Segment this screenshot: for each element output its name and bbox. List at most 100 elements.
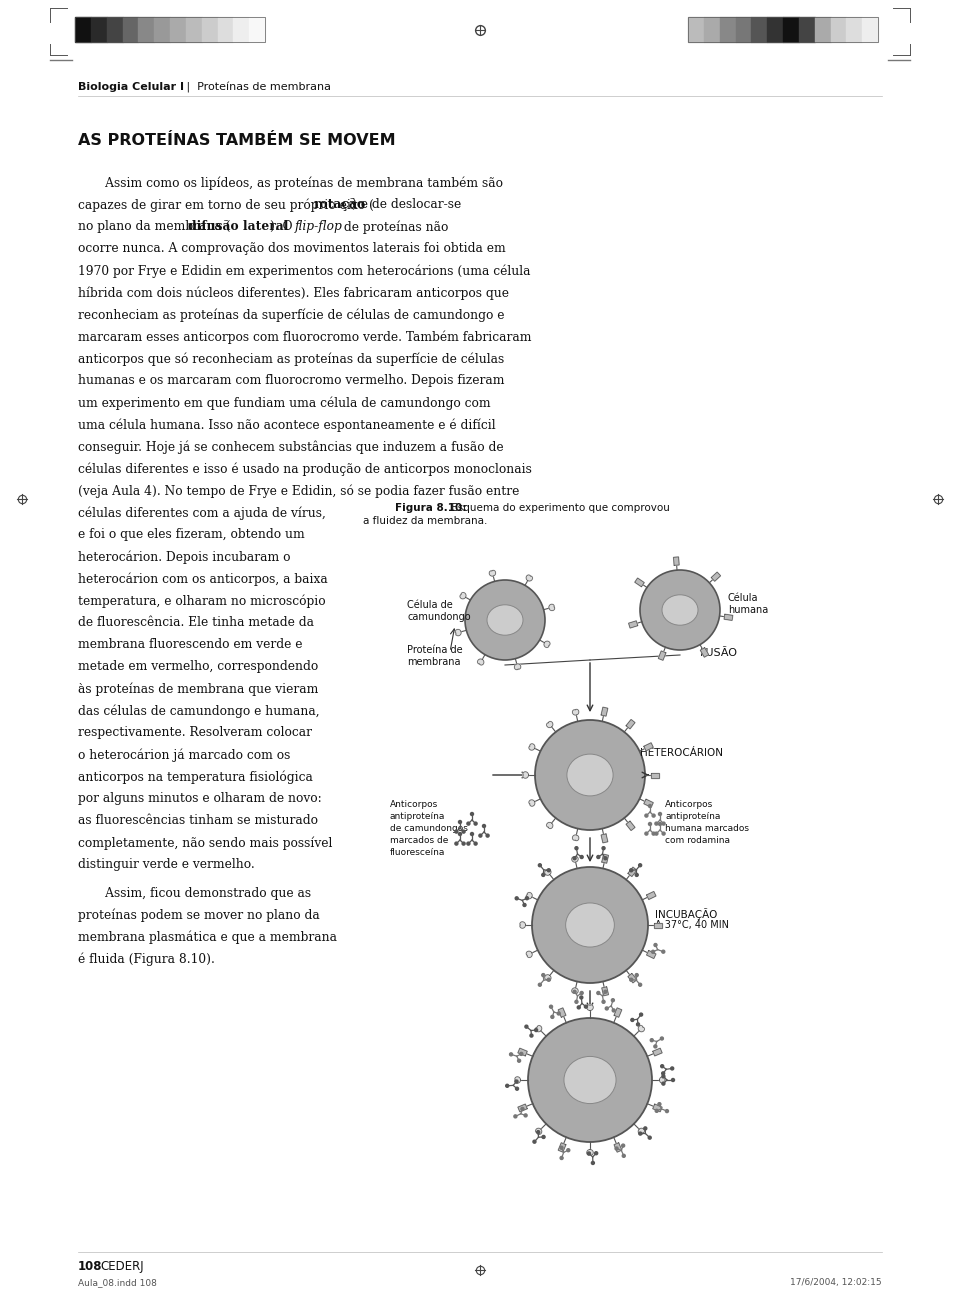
Circle shape xyxy=(459,821,462,824)
Polygon shape xyxy=(659,651,666,660)
Text: e foi o que eles fizeram, obtendo um: e foi o que eles fizeram, obtendo um xyxy=(78,527,304,540)
Text: anticorpos que só reconheciam as proteínas da superfície de células: anticorpos que só reconheciam as proteín… xyxy=(78,352,504,365)
Circle shape xyxy=(658,1103,660,1105)
Bar xyxy=(830,17,847,42)
Text: Assim como os lipídeos, as proteínas de membrana também são: Assim como os lipídeos, as proteínas de … xyxy=(78,175,503,190)
Text: proteínas podem se mover no plano da: proteínas podem se mover no plano da xyxy=(78,908,320,922)
Circle shape xyxy=(533,1141,536,1143)
Bar xyxy=(138,17,155,42)
Polygon shape xyxy=(587,1005,593,1011)
Ellipse shape xyxy=(528,1018,652,1142)
Circle shape xyxy=(514,1115,516,1118)
Circle shape xyxy=(510,1053,513,1056)
Circle shape xyxy=(631,1018,634,1021)
Bar xyxy=(799,17,815,42)
Text: respectivamente. Resolveram colocar: respectivamente. Resolveram colocar xyxy=(78,726,312,739)
Polygon shape xyxy=(638,1026,644,1031)
Circle shape xyxy=(525,1025,528,1028)
Circle shape xyxy=(580,996,583,999)
Circle shape xyxy=(638,983,641,986)
Polygon shape xyxy=(572,856,578,863)
Circle shape xyxy=(455,842,458,846)
Circle shape xyxy=(622,1155,625,1157)
Circle shape xyxy=(615,1147,618,1150)
Text: as fluorescências tinham se misturado: as fluorescências tinham se misturado xyxy=(78,814,318,827)
Circle shape xyxy=(521,1108,524,1111)
Polygon shape xyxy=(546,822,553,829)
Text: é fluida (Figura 8.10).: é fluida (Figura 8.10). xyxy=(78,952,215,966)
Text: das células de camundongo e humana,: das células de camundongo e humana, xyxy=(78,704,320,717)
Bar xyxy=(847,17,862,42)
Circle shape xyxy=(577,1005,580,1009)
Bar xyxy=(688,17,704,42)
Text: HETEROCÁRION: HETEROCÁRION xyxy=(640,748,723,759)
Polygon shape xyxy=(526,951,532,957)
Ellipse shape xyxy=(532,866,648,983)
Ellipse shape xyxy=(465,579,545,660)
Text: o heterocárion já marcado com os: o heterocárion já marcado com os xyxy=(78,748,290,761)
Text: ) e de deslocar-se: ) e de deslocar-se xyxy=(351,197,461,210)
Polygon shape xyxy=(647,891,656,899)
Bar xyxy=(233,17,250,42)
Bar xyxy=(688,17,878,42)
Bar xyxy=(170,17,186,42)
Bar xyxy=(735,17,752,42)
Circle shape xyxy=(638,1131,642,1135)
Polygon shape xyxy=(526,575,533,581)
Circle shape xyxy=(654,943,657,947)
Text: capazes de girar em torno de seu próprio eixo (: capazes de girar em torno de seu próprio… xyxy=(78,197,373,212)
Circle shape xyxy=(597,991,600,995)
Circle shape xyxy=(585,1005,588,1008)
Bar xyxy=(815,17,830,42)
Circle shape xyxy=(580,991,583,995)
Circle shape xyxy=(622,1144,625,1147)
Circle shape xyxy=(467,842,469,846)
Text: marcados de: marcados de xyxy=(390,837,448,846)
Polygon shape xyxy=(626,720,635,729)
Circle shape xyxy=(580,856,583,859)
Circle shape xyxy=(549,1005,553,1008)
Polygon shape xyxy=(651,773,659,778)
Ellipse shape xyxy=(535,720,645,830)
Circle shape xyxy=(654,1044,657,1048)
Text: Figura 8.10:: Figura 8.10: xyxy=(395,503,467,513)
Circle shape xyxy=(655,833,658,835)
Circle shape xyxy=(479,834,482,837)
Text: de proteínas não: de proteínas não xyxy=(340,220,448,234)
Circle shape xyxy=(537,1130,540,1134)
Circle shape xyxy=(506,1085,509,1087)
Text: células diferentes com a ajuda de vírus,: células diferentes com a ajuda de vírus, xyxy=(78,507,325,520)
Circle shape xyxy=(661,1072,664,1074)
Polygon shape xyxy=(638,1129,644,1134)
Circle shape xyxy=(530,1034,533,1037)
Text: 1970 por Frye e Edidin em experimentos com heterocárions (uma célula: 1970 por Frye e Edidin em experimentos c… xyxy=(78,264,531,278)
Circle shape xyxy=(455,830,458,833)
Text: CEDERJ: CEDERJ xyxy=(100,1260,144,1273)
Polygon shape xyxy=(544,642,550,647)
Text: AS PROTEÍNAS TAMBÉM SE MOVEM: AS PROTEÍNAS TAMBÉM SE MOVEM xyxy=(78,132,396,148)
Text: camundongo: camundongo xyxy=(407,612,470,622)
Circle shape xyxy=(560,1156,564,1160)
Polygon shape xyxy=(587,1150,593,1155)
Text: anticorpos na temperatura fisiológica: anticorpos na temperatura fisiológica xyxy=(78,770,313,783)
Text: antiproteína: antiproteína xyxy=(665,812,720,821)
Circle shape xyxy=(516,896,518,900)
Circle shape xyxy=(630,869,633,872)
Circle shape xyxy=(516,1087,518,1090)
Text: Anticorpos: Anticorpos xyxy=(665,800,713,809)
Text: Assim, ficou demonstrado que as: Assim, ficou demonstrado que as xyxy=(78,887,311,900)
Polygon shape xyxy=(601,707,608,716)
Circle shape xyxy=(541,873,544,877)
Circle shape xyxy=(662,822,665,825)
Polygon shape xyxy=(647,951,656,959)
Text: humana marcados: humana marcados xyxy=(665,824,749,833)
Circle shape xyxy=(652,833,655,835)
Text: Aula_08.indd 108: Aula_08.indd 108 xyxy=(78,1278,156,1287)
Polygon shape xyxy=(477,659,484,665)
Text: |  Proteínas de membrana: | Proteínas de membrana xyxy=(183,82,331,94)
Circle shape xyxy=(649,822,652,825)
Text: Biologia Celular I: Biologia Celular I xyxy=(78,82,184,92)
Circle shape xyxy=(591,1161,594,1164)
Text: a fluidez da membrana.: a fluidez da membrana. xyxy=(363,516,487,526)
Text: híbrida com dois núcleos diferentes). Eles fabricaram anticorpos que: híbrida com dois núcleos diferentes). El… xyxy=(78,286,509,300)
